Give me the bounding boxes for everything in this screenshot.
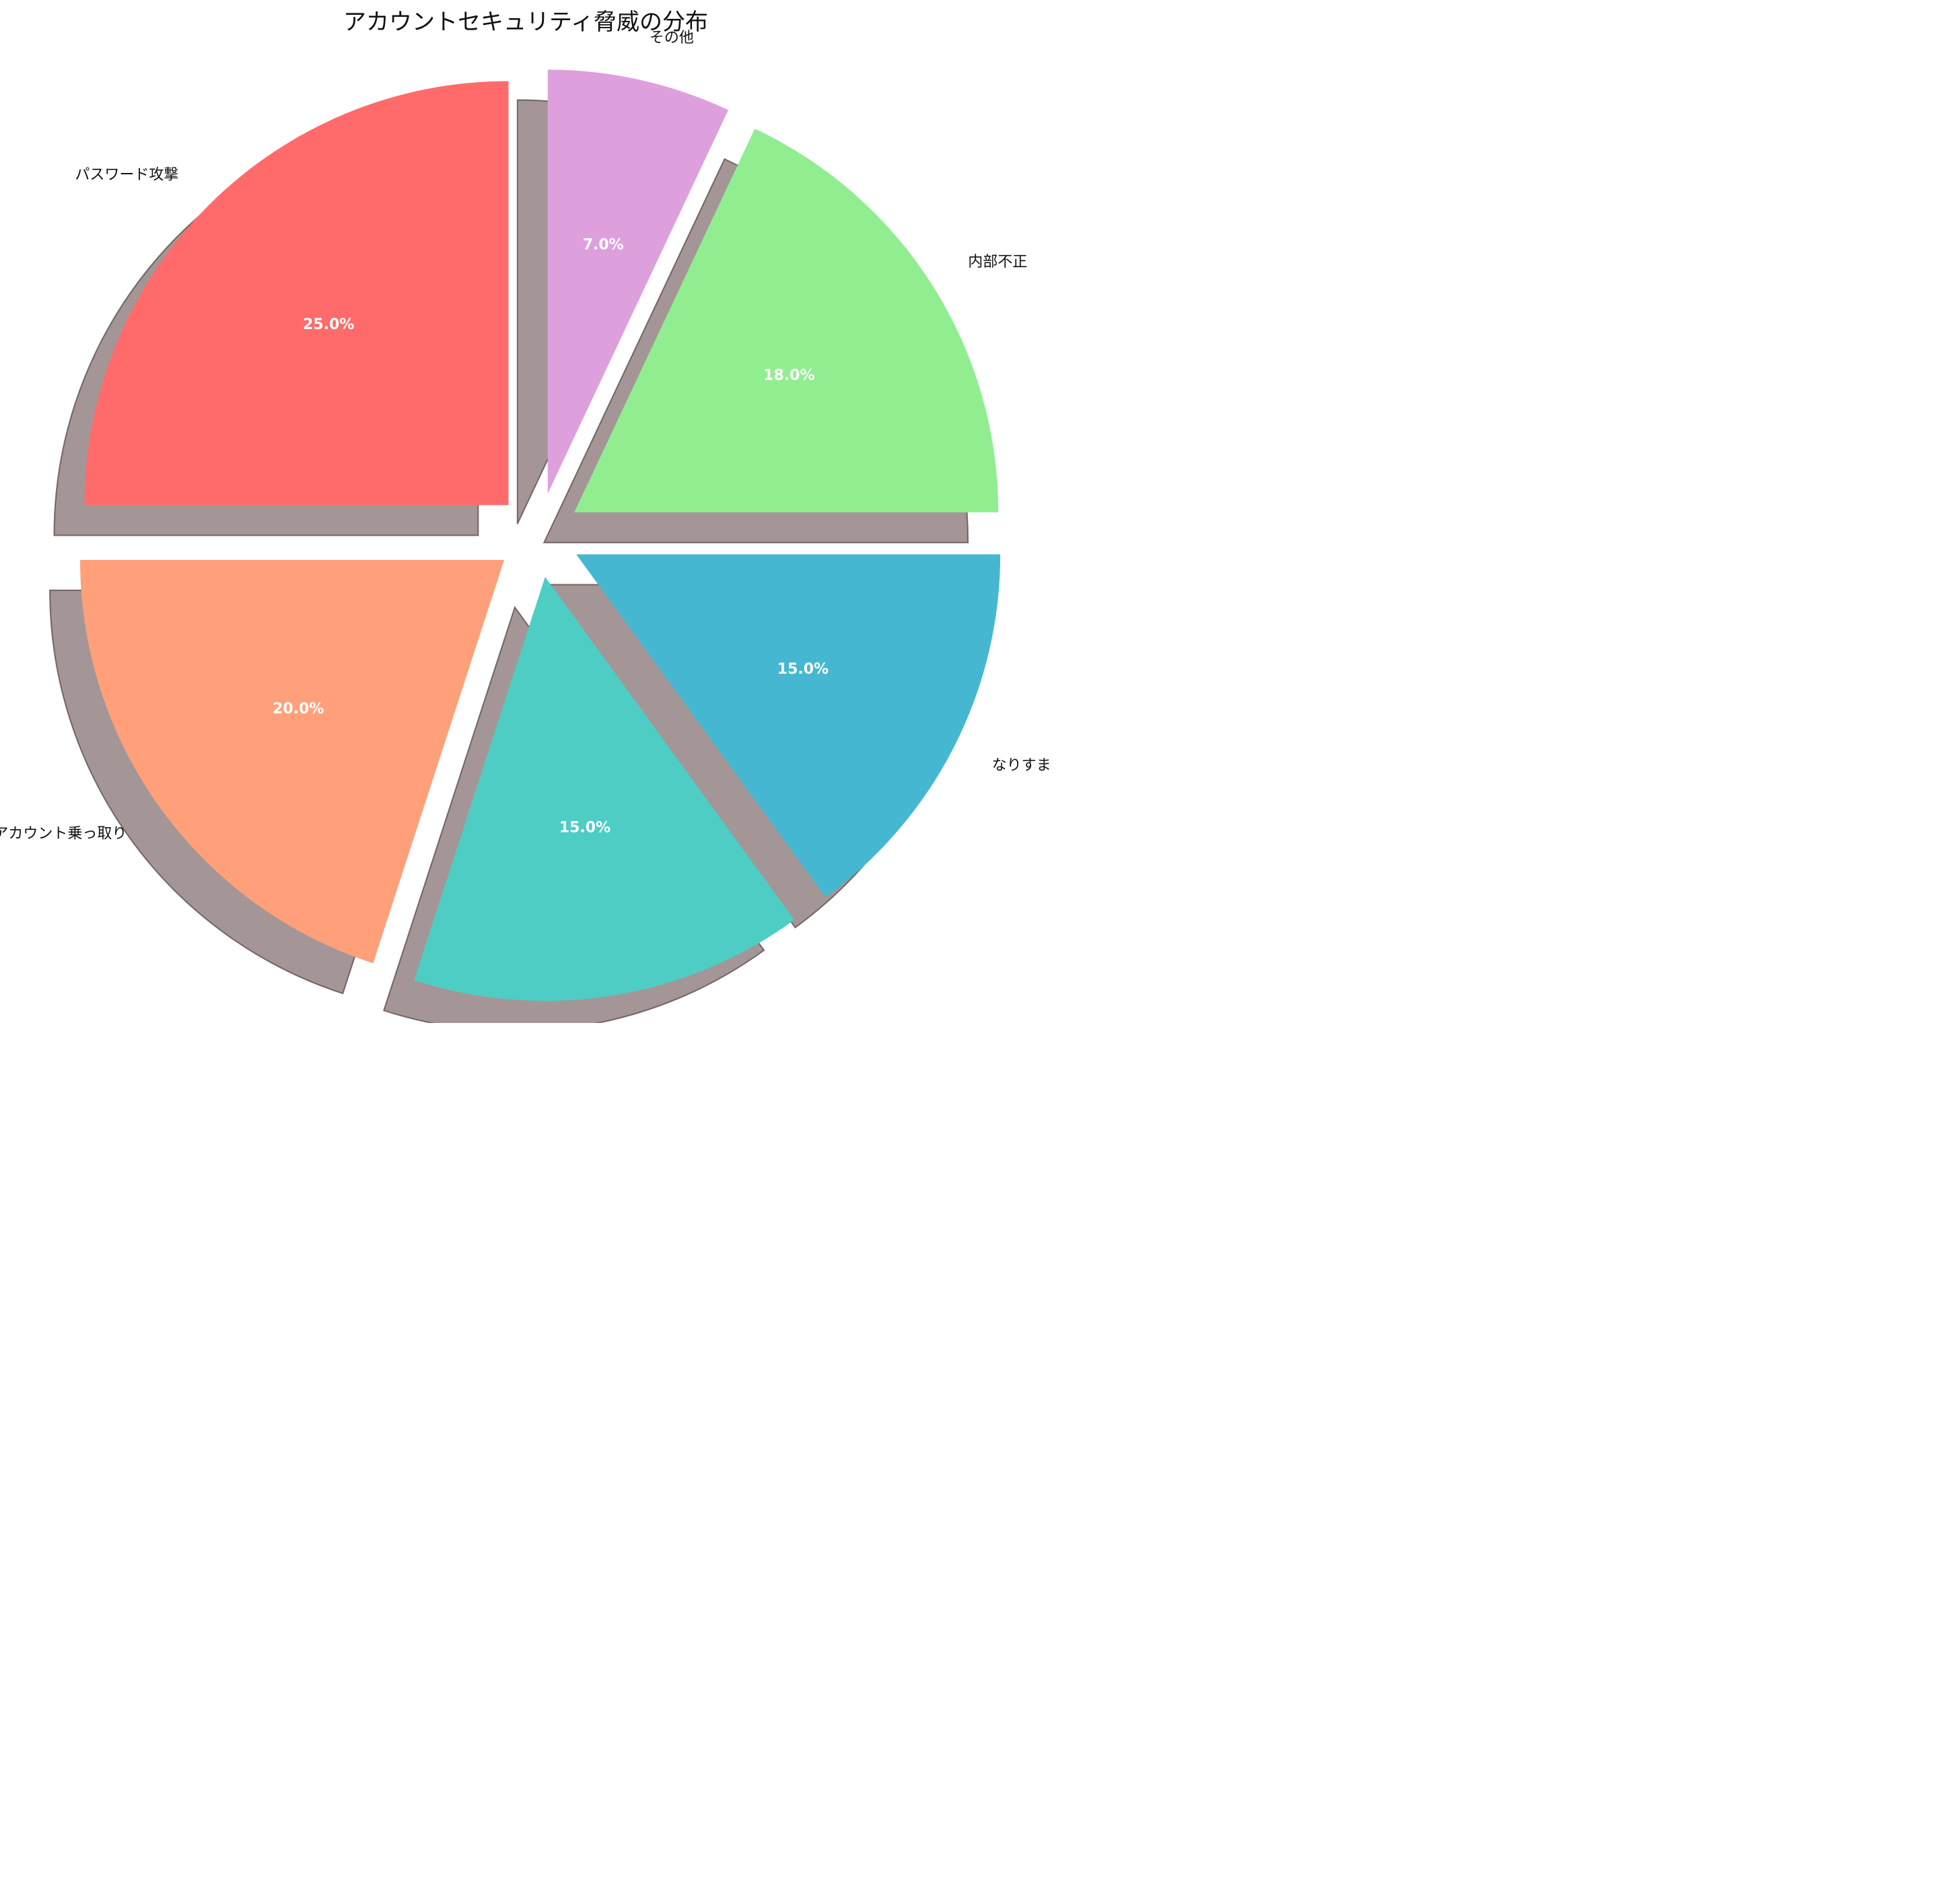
slice-layer (80, 69, 1001, 1001)
slice-5-wedge (574, 129, 999, 513)
slice-2-wedge (80, 560, 505, 964)
slice-6-category-label: その他 (650, 30, 694, 46)
pie-chart: アカウントセキュリティ脅威の分布 パスワード攻撃 25.0% アカウント乗っ取り 20… (0, 9, 1052, 1023)
slice-5-percent-label: 18.0% (763, 367, 814, 384)
slice-4-percent-label: 15.0% (777, 661, 829, 678)
slice-3-percent-label: 15.0% (559, 820, 610, 837)
slice-1-category-label: パスワード攻撃 (75, 166, 178, 183)
slice-6-wedge (547, 69, 728, 494)
slice-1-wedge (84, 81, 509, 505)
slice-4-category-label: なりすまし (992, 757, 1052, 774)
chart-title: アカウントセキュリティ脅威の分布 (343, 9, 708, 36)
slice-2-percent-label: 20.0% (273, 701, 324, 717)
slice-5-category-label: 内部不正 (968, 254, 1027, 271)
slice-4-wedge (576, 554, 1001, 898)
slice-6-percent-label: 7.0% (583, 237, 624, 254)
slice-2-category-label: アカウント乗っ取り (0, 825, 127, 842)
slice-3-wedge (414, 577, 795, 1001)
label-layer: パスワード攻撃25.0%アカウント乗っ取り20.0%権限昇格15.0%なりすまし… (0, 30, 1052, 842)
slice-1-percent-label: 25.0% (303, 316, 354, 333)
